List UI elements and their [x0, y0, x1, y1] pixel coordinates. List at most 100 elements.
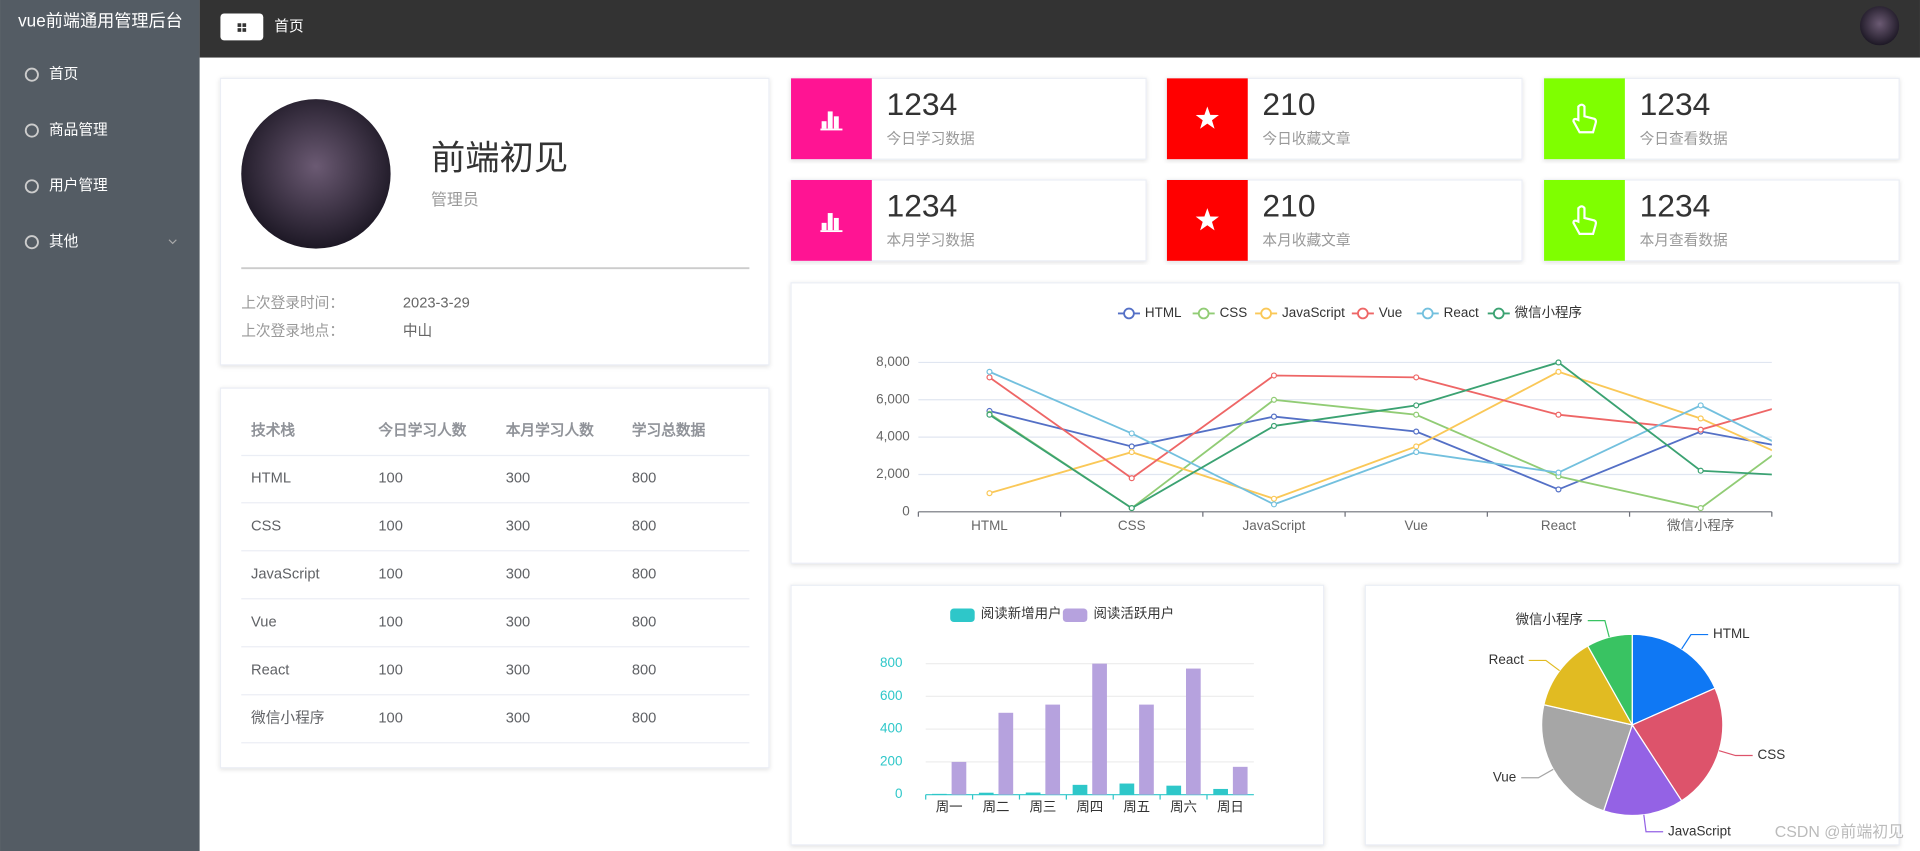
table-header: 今日学习人数	[377, 421, 466, 439]
toggle-icon	[237, 23, 247, 32]
legend-label: JavaScript	[1282, 305, 1345, 320]
x-tick-label: 周二	[983, 800, 1010, 815]
stat-label: 今日学习数据	[887, 130, 975, 147]
point	[1697, 402, 1704, 409]
menu-icon	[24, 235, 39, 250]
x-tick-label: 周六	[1170, 800, 1197, 815]
table-cell: 100	[378, 471, 403, 487]
x-tick-label: 周日	[1217, 800, 1244, 815]
point	[1697, 415, 1704, 422]
bar	[932, 793, 947, 795]
table-cell: 100	[378, 567, 403, 583]
stat-icon	[820, 128, 843, 131]
stat-icon	[833, 217, 839, 231]
stat-label: 本月收藏文章	[1262, 231, 1350, 249]
point	[1270, 413, 1278, 420]
menu-icon	[24, 67, 39, 82]
stat-label: 今日查看数据	[1640, 130, 1728, 147]
bar	[1139, 704, 1154, 795]
point	[1697, 467, 1704, 474]
stat-value: 1234	[887, 86, 958, 122]
menu-icon	[24, 179, 39, 194]
sidebar-title: vue前端通用管理后台	[18, 11, 183, 31]
stat-icon	[1195, 208, 1219, 231]
table-cell: 300	[506, 663, 531, 679]
legend-dot	[1197, 307, 1210, 320]
table-cell: 800	[632, 711, 657, 727]
table-cell: 300	[506, 567, 531, 583]
table-cell: Vue	[251, 615, 277, 631]
legend-label: React	[1444, 305, 1479, 320]
table-cell: 800	[632, 519, 657, 535]
leader-line	[1528, 659, 1560, 672]
stat-icon-box	[1544, 78, 1625, 160]
x-tick-label: Vue	[1404, 518, 1427, 533]
stat-icon	[833, 116, 839, 129]
point	[1128, 449, 1135, 456]
table-cell: React	[251, 663, 289, 679]
bar	[1025, 792, 1041, 795]
bar	[978, 792, 994, 795]
point	[1413, 402, 1420, 409]
bar	[1186, 668, 1201, 795]
table-cell: 100	[378, 663, 403, 679]
point	[1413, 374, 1420, 381]
pie-slice	[1586, 633, 1633, 728]
x-tick-label: 微信小程序	[1667, 518, 1734, 533]
y-tick-label: 0	[902, 503, 909, 518]
y-tick-label: 4,000	[876, 429, 910, 444]
legend-dot	[1260, 307, 1272, 320]
pie-slice	[1602, 723, 1683, 817]
x-tick-label: HTML	[971, 518, 1008, 533]
point	[1413, 449, 1420, 456]
menu-toggle[interactable]	[220, 13, 264, 41]
plot	[986, 359, 1772, 512]
x-tick-label: React	[1541, 518, 1576, 533]
bar	[1072, 784, 1088, 795]
watermark: CSDN @前端初见	[1775, 823, 1904, 841]
legend-dot	[1492, 307, 1505, 320]
point	[1128, 430, 1135, 437]
point	[1128, 505, 1135, 512]
table-cell: 800	[632, 615, 657, 631]
y-tick-label: 8,000	[876, 354, 910, 369]
leader-line	[1643, 814, 1664, 833]
menu-item[interactable]: 用户管理	[49, 177, 108, 194]
table-cell: 800	[632, 567, 657, 583]
bar	[998, 712, 1014, 795]
info-label: 上次登录地点：	[241, 323, 344, 340]
y-tick-label: 6,000	[876, 391, 910, 406]
leader-line	[1521, 768, 1554, 779]
y-tick-label: 200	[880, 753, 902, 768]
menu-item[interactable]: 首页	[49, 66, 78, 83]
menu-item[interactable]: 其他	[49, 233, 79, 250]
point	[1555, 411, 1562, 418]
pie-label: 微信小程序	[1516, 612, 1583, 627]
menu-item[interactable]: 商品管理	[49, 121, 108, 138]
y-tick-label: 2,000	[876, 466, 910, 481]
table-header: 本月学习人数	[506, 421, 594, 439]
info-label: 上次登录时间：	[241, 295, 344, 312]
table-header: 技术栈	[251, 421, 295, 439]
pie-label: JavaScript	[1668, 823, 1731, 838]
table-header: 学习总数据	[632, 421, 706, 439]
bar	[1045, 704, 1061, 795]
stat-value: 1234	[1640, 86, 1711, 122]
pie-slice	[1543, 645, 1634, 726]
header-avatar[interactable]	[1859, 6, 1900, 46]
table-cell: 100	[378, 519, 403, 535]
leader-line	[1681, 633, 1709, 650]
user-name: 前端初见	[431, 139, 568, 177]
table-cell: 800	[632, 663, 657, 679]
sidebar	[0, 0, 200, 851]
legend-label: 阅读活跃用户	[1093, 605, 1174, 621]
stat-icon	[1195, 106, 1219, 129]
x-tick-label: 周三	[1029, 800, 1056, 815]
breadcrumb[interactable]: 首页	[274, 18, 303, 35]
point	[1413, 411, 1420, 418]
table-cell: 微信小程序	[251, 710, 324, 727]
point	[1128, 475, 1135, 482]
table-cell: 100	[378, 711, 403, 727]
point	[986, 374, 993, 381]
